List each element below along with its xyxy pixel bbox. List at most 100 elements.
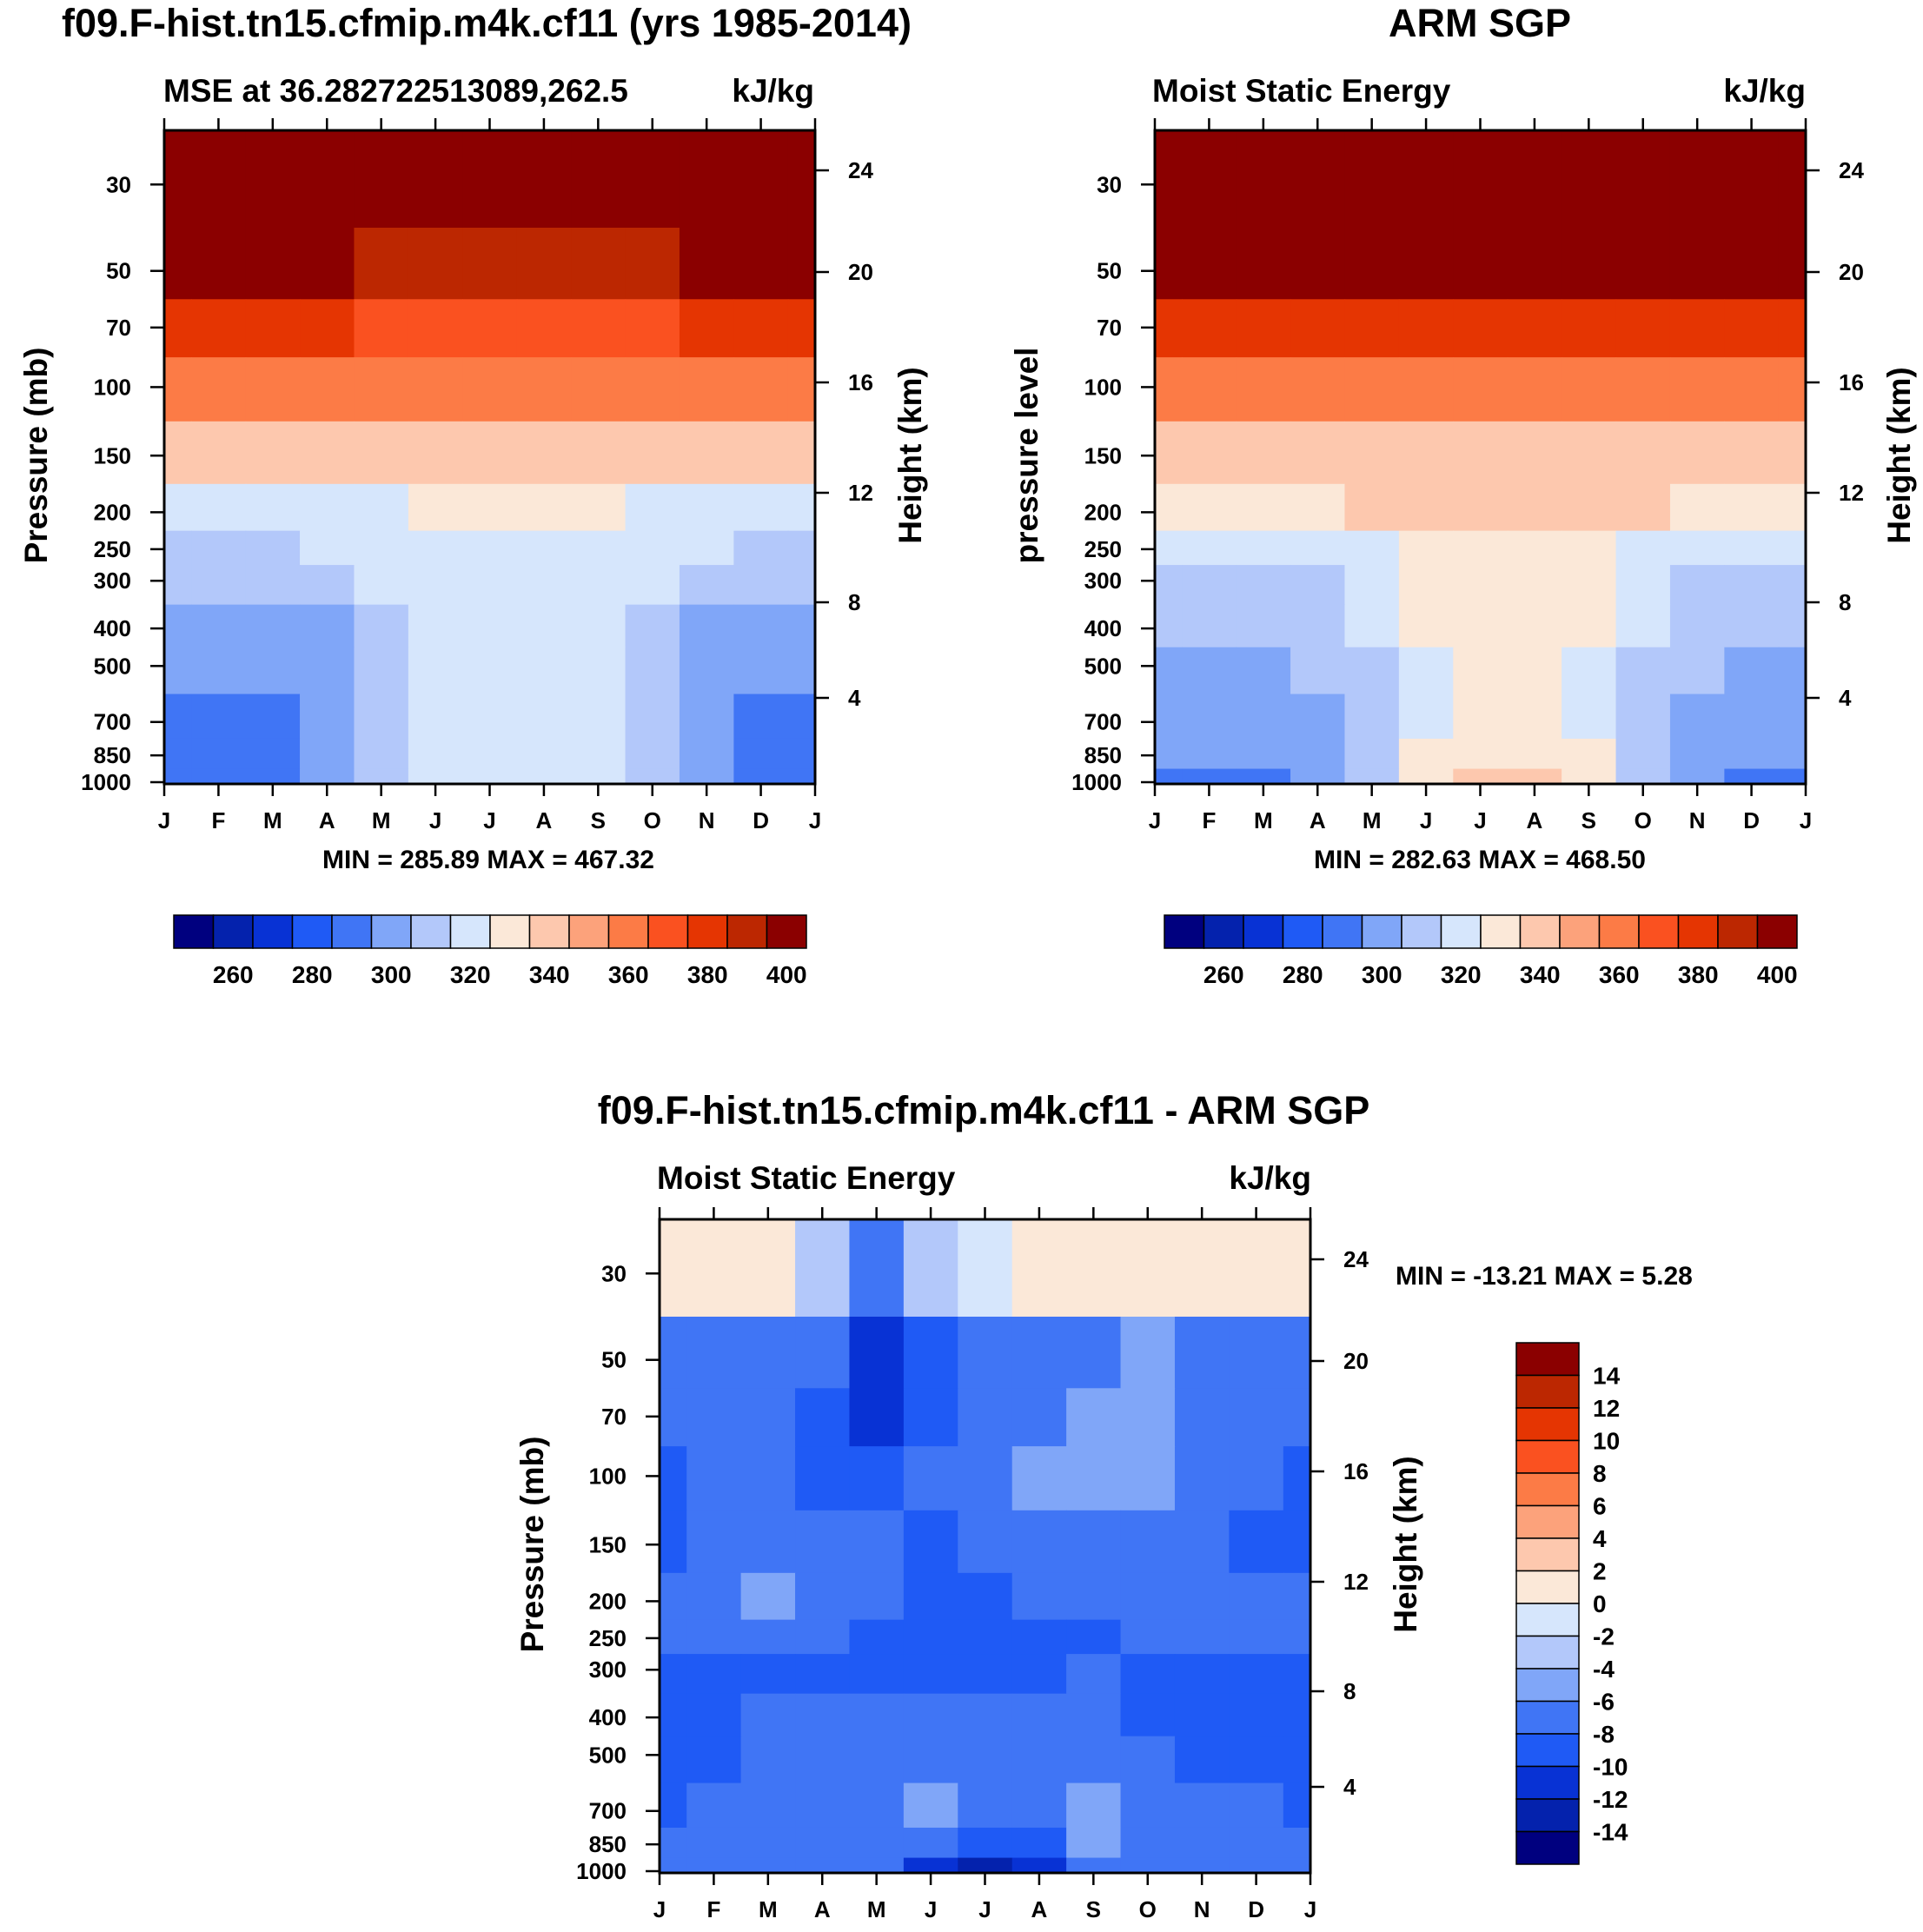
colorbar-label: 380 [687, 961, 728, 988]
contour-cell [1182, 299, 1237, 358]
contour-cell [733, 565, 789, 606]
contour-cell [733, 604, 789, 648]
contour-cell [849, 1388, 905, 1447]
contour-cell [958, 1316, 1013, 1389]
contour-cell [300, 357, 355, 422]
contour-cell [849, 1736, 905, 1784]
contour-cell [1669, 530, 1725, 566]
contour-cell [408, 357, 463, 422]
contour-cell [354, 483, 409, 532]
contour-cell [849, 1316, 905, 1389]
contour-cell [1182, 694, 1237, 740]
contour-cell [740, 1827, 796, 1859]
contour-cell [1155, 357, 1183, 422]
contour-cell [1011, 1388, 1067, 1447]
contour-cell [1562, 421, 1617, 485]
contour-cell [1174, 1316, 1230, 1389]
x-tick-label: M [867, 1896, 886, 1922]
contour-cell [625, 694, 680, 740]
contour-cell [462, 530, 518, 566]
contour-cell [795, 1693, 851, 1737]
colorbar-swatch [1515, 1472, 1580, 1507]
contour-cell [1398, 768, 1454, 785]
colorbar-label: 8 [1593, 1460, 1607, 1487]
contour-cell [164, 768, 192, 785]
contour-cell [1562, 130, 1617, 229]
colorbar-label: 4 [1593, 1525, 1607, 1552]
contour-cell [245, 130, 301, 229]
contour-cell [1453, 357, 1509, 422]
colorbar-label: -14 [1593, 1819, 1628, 1846]
y-tick-label: 70 [1097, 315, 1122, 341]
contour-cell [1615, 299, 1671, 358]
contour-cell [245, 738, 301, 770]
contour-cell [1562, 530, 1617, 566]
contour-cell [300, 604, 355, 648]
contour-cell [903, 1388, 958, 1447]
contour-cell [1066, 1388, 1122, 1447]
contour-cell [408, 694, 463, 740]
colorbar-label: 320 [1441, 961, 1482, 988]
contour-cell [571, 768, 627, 785]
colorbar-swatch [647, 914, 689, 949]
contour-cell [571, 483, 627, 532]
contour-cell [1283, 1572, 1311, 1621]
y-tick-label: 400 [94, 615, 131, 641]
y-tick-label: 50 [601, 1347, 627, 1373]
y-tick-label: 200 [589, 1588, 627, 1614]
colorbar-swatch [1519, 914, 1561, 949]
contour-cell [1344, 227, 1400, 300]
contour-cell [1229, 1827, 1284, 1859]
contour-cell [1229, 1783, 1284, 1829]
contour-cell [1453, 694, 1509, 740]
contour-cell [679, 694, 734, 740]
contour-cell [191, 738, 247, 770]
contour-cell [849, 1572, 905, 1621]
contour-cell [191, 227, 247, 300]
contour-cell [679, 421, 734, 485]
contour-cell [1120, 1654, 1176, 1695]
y-tick-label: 300 [589, 1656, 627, 1683]
contour-cell [1615, 130, 1671, 229]
contour-cell [1236, 227, 1291, 300]
colorbar-swatch [1677, 914, 1719, 949]
contour-cell [625, 357, 680, 422]
contour-cell [571, 647, 627, 695]
y-right-tick-label: 20 [1839, 259, 1864, 285]
y-tick-label: 70 [601, 1404, 627, 1430]
contour-cell [1229, 1693, 1284, 1737]
contour-cell [1011, 1783, 1067, 1829]
y-right-tick-label: 8 [848, 589, 860, 615]
contour-cell [1229, 1736, 1284, 1784]
contour-cell [1724, 694, 1780, 740]
y-tick-label: 850 [589, 1831, 627, 1857]
contour-cell [1011, 1316, 1067, 1389]
contour-cell [958, 1827, 1013, 1859]
contour-cell [1174, 1619, 1230, 1655]
contour-cell [245, 530, 301, 566]
colorbar-swatch [1515, 1830, 1580, 1865]
contour-cell [164, 738, 192, 770]
contour-cell [1174, 1654, 1230, 1695]
contour-cell [787, 565, 816, 606]
y-tick-label: 700 [589, 1798, 627, 1824]
contour-cell [1120, 1510, 1176, 1574]
contour-cell [516, 565, 572, 606]
colorbar-label: 320 [450, 961, 491, 988]
colorbar-swatch [726, 914, 768, 949]
colorbar-swatch [449, 914, 491, 949]
contour-cell [795, 1857, 851, 1874]
y-tick-label: 50 [106, 258, 131, 284]
contour-cell [1229, 1219, 1284, 1318]
contour-cell [1120, 1736, 1176, 1784]
contour-cell [1778, 647, 1807, 695]
contour-cell [1507, 299, 1562, 358]
colorbar-swatch [173, 914, 215, 949]
x-tick-label: N [1194, 1896, 1210, 1922]
contour-cell [903, 1619, 958, 1655]
contour-cell [408, 604, 463, 648]
contour-cell [1011, 1827, 1067, 1859]
contour-cell [164, 565, 192, 606]
contour-cell [571, 299, 627, 358]
